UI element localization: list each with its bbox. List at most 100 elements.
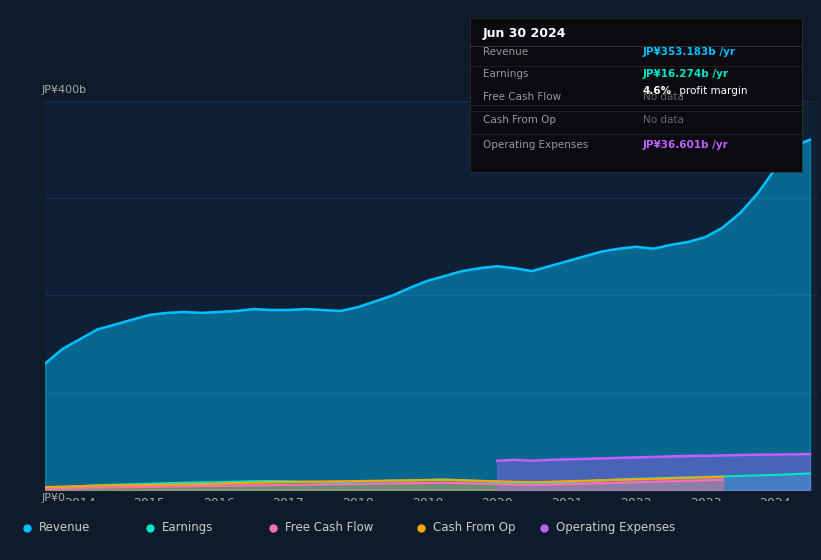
Earnings bbox=[232, 478, 241, 485]
Text: Operating Expenses: Operating Expenses bbox=[483, 140, 588, 150]
Operating Expenses bbox=[683, 452, 693, 459]
Text: JP¥353.183b /yr: JP¥353.183b /yr bbox=[643, 47, 736, 57]
Operating Expenses bbox=[649, 454, 658, 460]
Revenue bbox=[179, 309, 189, 315]
Revenue bbox=[666, 241, 676, 248]
Cash From Op bbox=[683, 474, 693, 481]
Earnings bbox=[93, 482, 103, 488]
Cash From Op bbox=[283, 479, 293, 486]
Free Cash Flow bbox=[683, 477, 693, 484]
Earnings bbox=[162, 480, 172, 487]
Revenue bbox=[423, 277, 433, 284]
Revenue bbox=[301, 306, 311, 312]
Earnings bbox=[197, 479, 207, 486]
Cash From Op bbox=[197, 481, 207, 488]
Revenue bbox=[579, 253, 589, 260]
Revenue bbox=[249, 306, 259, 312]
Free Cash Flow bbox=[562, 481, 571, 488]
Operating Expenses bbox=[701, 452, 711, 459]
Bar bbox=[775, 101, 817, 490]
Line: Free Cash Flow: Free Cash Flow bbox=[45, 480, 723, 489]
Text: Free Cash Flow: Free Cash Flow bbox=[285, 521, 374, 534]
Text: JP¥400b: JP¥400b bbox=[41, 85, 86, 95]
Revenue bbox=[562, 258, 571, 265]
Cash From Op bbox=[492, 478, 502, 484]
Free Cash Flow bbox=[214, 483, 224, 489]
Cash From Op bbox=[214, 480, 224, 487]
Cash From Op bbox=[336, 478, 346, 484]
Earnings bbox=[144, 480, 154, 487]
Revenue bbox=[353, 304, 363, 310]
Earnings bbox=[423, 477, 433, 483]
Cash From Op bbox=[40, 484, 50, 491]
Free Cash Flow bbox=[510, 481, 520, 488]
Revenue bbox=[527, 268, 537, 274]
Cash From Op bbox=[475, 477, 484, 484]
Earnings bbox=[179, 479, 189, 486]
Text: Cash From Op: Cash From Op bbox=[483, 115, 556, 125]
Operating Expenses bbox=[596, 455, 606, 462]
Free Cash Flow bbox=[301, 481, 311, 488]
Earnings bbox=[753, 472, 763, 479]
Cash From Op bbox=[649, 475, 658, 482]
Free Cash Flow bbox=[266, 482, 276, 488]
Free Cash Flow bbox=[649, 478, 658, 485]
Free Cash Flow bbox=[197, 483, 207, 489]
Free Cash Flow bbox=[232, 482, 241, 489]
Free Cash Flow bbox=[666, 478, 676, 484]
Earnings bbox=[110, 481, 120, 488]
Cash From Op bbox=[162, 481, 172, 488]
Cash From Op bbox=[596, 477, 606, 484]
Operating Expenses bbox=[579, 455, 589, 462]
Earnings bbox=[388, 477, 397, 484]
Free Cash Flow bbox=[249, 482, 259, 489]
Revenue bbox=[701, 234, 711, 240]
Free Cash Flow bbox=[596, 480, 606, 487]
Text: No data: No data bbox=[643, 115, 683, 125]
Operating Expenses bbox=[718, 452, 728, 459]
Free Cash Flow bbox=[144, 483, 154, 490]
Free Cash Flow bbox=[614, 479, 624, 486]
Free Cash Flow bbox=[370, 480, 380, 487]
Operating Expenses bbox=[562, 456, 571, 463]
Earnings bbox=[301, 478, 311, 485]
Cash From Op bbox=[301, 478, 311, 485]
Earnings bbox=[544, 480, 554, 487]
Earnings bbox=[510, 480, 520, 487]
Cash From Op bbox=[406, 477, 415, 484]
Cash From Op bbox=[93, 482, 103, 489]
Earnings bbox=[475, 478, 484, 484]
Revenue bbox=[144, 311, 154, 318]
Line: Operating Expenses: Operating Expenses bbox=[497, 454, 810, 461]
Free Cash Flow bbox=[579, 480, 589, 487]
Earnings bbox=[370, 478, 380, 484]
Revenue bbox=[406, 284, 415, 291]
Operating Expenses bbox=[544, 456, 554, 463]
Earnings bbox=[492, 479, 502, 486]
Cash From Op bbox=[179, 481, 189, 488]
Operating Expenses bbox=[510, 456, 520, 463]
Free Cash Flow bbox=[179, 483, 189, 489]
Earnings bbox=[631, 475, 641, 482]
Text: Jun 30 2024: Jun 30 2024 bbox=[483, 27, 566, 40]
Revenue bbox=[75, 336, 85, 343]
Earnings bbox=[127, 481, 137, 488]
Free Cash Flow bbox=[57, 485, 67, 492]
Revenue bbox=[162, 310, 172, 316]
Free Cash Flow bbox=[440, 479, 450, 486]
Revenue bbox=[319, 307, 328, 314]
Free Cash Flow bbox=[283, 482, 293, 488]
Revenue bbox=[283, 307, 293, 314]
Text: Revenue: Revenue bbox=[39, 521, 90, 534]
Cash From Op bbox=[527, 479, 537, 486]
Earnings bbox=[75, 483, 85, 489]
Free Cash Flow bbox=[110, 484, 120, 491]
Revenue bbox=[631, 244, 641, 250]
Earnings bbox=[596, 477, 606, 484]
Free Cash Flow bbox=[631, 479, 641, 486]
Earnings bbox=[283, 478, 293, 484]
Revenue bbox=[544, 263, 554, 269]
Cash From Op bbox=[579, 477, 589, 484]
Text: JP¥16.274b /yr: JP¥16.274b /yr bbox=[643, 69, 728, 79]
Revenue bbox=[492, 263, 502, 269]
